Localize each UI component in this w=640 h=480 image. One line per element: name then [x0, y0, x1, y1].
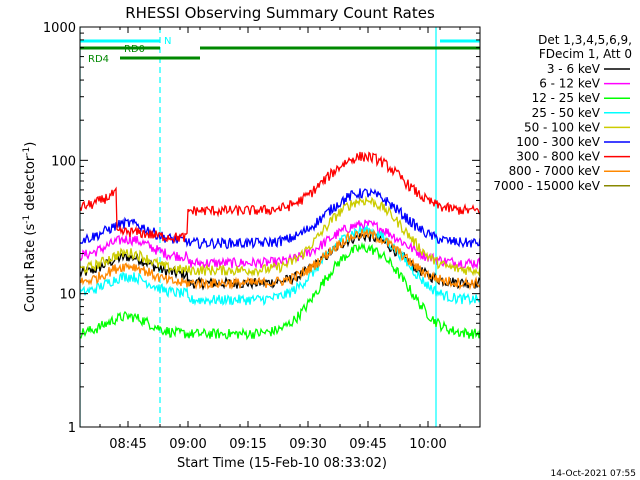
x-tick-label: 09:00 — [169, 437, 206, 452]
y-tick-label: 100 — [51, 154, 76, 169]
series-line-300-800-kev — [80, 151, 480, 244]
x-axis-label: Start Time (15-Feb-10 08:33:02) — [177, 456, 387, 471]
chart-title: RHESSI Observing Summary Count Rates — [125, 4, 435, 22]
y-tick-label: 1 — [68, 421, 76, 436]
y-tick-label: 10 — [59, 288, 76, 303]
legend-entry-label: 100 - 300 keV — [516, 135, 600, 149]
x-tick-label: 09:15 — [229, 437, 266, 452]
series-line-25-50-kev — [80, 225, 480, 307]
x-tick-label: 09:45 — [349, 437, 386, 452]
x-tick-label: 08:45 — [109, 437, 146, 452]
legend-entry-label: 12 - 25 keV — [532, 91, 601, 105]
legend-entry-label: 300 - 800 keV — [516, 150, 600, 164]
orbit-bar-label: N — [164, 36, 171, 47]
series-line-6-12-kev — [80, 219, 480, 270]
legend-entry-label: 800 - 7000 keV — [509, 164, 601, 178]
orbit-bar-label: RD0 — [124, 44, 145, 55]
legend-header-line-1: Det 1,3,4,5,6,9, — [538, 33, 632, 47]
legend-entry-label: 7000 - 15000 keV — [493, 179, 600, 193]
y-tick-label: 1000 — [43, 21, 76, 36]
series-line-100-300-kev — [80, 187, 480, 250]
series-line-50-100-kev — [80, 195, 480, 278]
series-line-800-7000-kev — [80, 228, 480, 291]
legend-entry-label: 6 - 12 keV — [539, 77, 601, 91]
x-tick-label: 09:30 — [289, 437, 326, 452]
series-line-12-25-kev — [80, 241, 480, 341]
footer-timestamp: 14-Oct-2021 07:55 — [551, 469, 636, 479]
legend: Det 1,3,4,5,6,9, FDecim 1, Att 0 3 - 6 k… — [493, 33, 632, 193]
legend-entry-label: 25 - 50 keV — [532, 106, 601, 120]
legend-entry-label: 50 - 100 keV — [524, 120, 601, 134]
legend-entry-label: 3 - 6 keV — [547, 62, 601, 76]
orbit-bar-label: RD4 — [88, 54, 109, 65]
x-tick-label: 10:00 — [409, 437, 446, 452]
y-axis-label: Count Rate (s-1 detector-1) — [22, 142, 38, 313]
legend-header-line-2: FDecim 1, Att 0 — [539, 47, 632, 61]
